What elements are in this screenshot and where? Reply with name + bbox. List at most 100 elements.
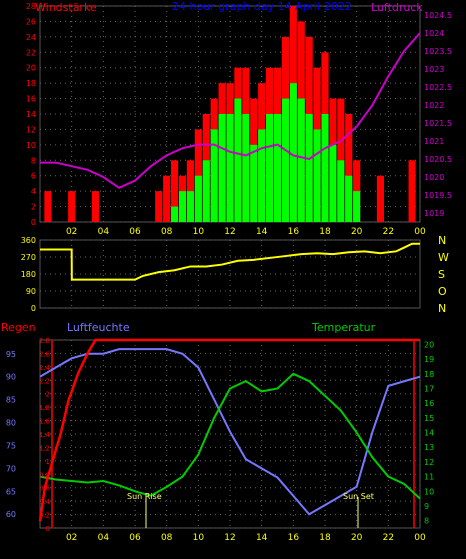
wind-bar: [289, 83, 297, 223]
climate-x-label: 18: [319, 533, 331, 543]
wind-bar: [266, 114, 274, 222]
wind-bar: [353, 191, 361, 222]
rain-tick-label: 2.8: [39, 337, 50, 345]
direction-tick-label: 270: [21, 253, 36, 262]
temperature-tick-label: 19: [424, 355, 434, 364]
wind-x-label: 16: [288, 227, 300, 237]
wind-bar: [226, 114, 234, 222]
direction-tick-label: 0: [31, 304, 36, 313]
temperature-tick-label: 20: [424, 340, 434, 349]
rain-tick-label: 2.4: [39, 364, 51, 372]
wind-bar: [273, 114, 282, 222]
direction-tick-label: 90: [26, 287, 36, 296]
wind-tick-label: 0: [31, 218, 36, 227]
direction-tick-label: 360: [21, 236, 36, 245]
climate-x-label: 04: [98, 533, 110, 543]
wind-x-label: 04: [98, 227, 110, 237]
climate-x-label: 00: [414, 533, 426, 543]
climate-x-label: 08: [161, 533, 173, 543]
rain-tick-label: 2.6: [39, 350, 51, 358]
wind-x-label: 10: [193, 227, 205, 237]
wind-tick-label: 22: [26, 48, 36, 57]
wind-bar: [345, 175, 353, 222]
rain-tick-label: 1.8: [39, 404, 50, 412]
humidity-tick-label: 95: [6, 350, 16, 359]
wind-bar: [281, 98, 289, 222]
temperature-ticks: 8 9 10 11 12 13 14 15 16 17 18 19 20: [424, 340, 434, 525]
wind-tick-label: 28: [26, 2, 36, 11]
compass-letter: N: [438, 234, 446, 247]
rain-tick-label: 1.4: [39, 431, 51, 439]
temperature-tick-label: 10: [424, 487, 434, 496]
wind-bar: [258, 129, 266, 222]
compass-letter: W: [438, 251, 449, 264]
climate-x-label: 12: [224, 533, 235, 543]
pressure-line: [40, 32, 421, 189]
wind-tick-label: 18: [26, 79, 36, 88]
humidity-tick-label: 65: [6, 487, 16, 496]
rain-tick-label: 2: [46, 391, 50, 399]
compass-letter: S: [438, 268, 445, 281]
wind-bar: [250, 144, 258, 222]
temperature-tick-label: 14: [424, 429, 434, 438]
wind-x-label: 08: [161, 227, 173, 237]
pressure-tick-label: 1021: [424, 137, 444, 146]
temperature-tick-label: 9: [424, 502, 429, 511]
wind-tick-label: 26: [26, 17, 36, 26]
sunrise-label: Sun Rise: [127, 492, 162, 501]
wind-x-label: 18: [319, 227, 331, 237]
temperature-tick-label: 17: [424, 384, 434, 393]
climate-x-ticks: 02 04 06 08 10 12 14 16 18 20 22 00: [66, 533, 426, 543]
climate-grid: [40, 339, 421, 529]
pressure-tick-label: 1019: [424, 209, 444, 218]
wind-bar: [305, 114, 313, 222]
pressure-tick-label: 1024.5: [424, 11, 452, 20]
wind-bar: [202, 160, 210, 222]
wind-tick-label: 14: [26, 110, 36, 119]
climate-x-label: 10: [193, 533, 205, 543]
humidity-tick-label: 60: [6, 510, 16, 519]
humidity-tick-label: 85: [6, 396, 16, 405]
wind-tick-label: 16: [26, 95, 36, 104]
wind-bar: [242, 114, 250, 222]
temperature-tick-label: 12: [424, 458, 434, 467]
pressure-tick-label: 1023.5: [424, 47, 452, 56]
gust-bar: [155, 191, 163, 222]
wind-x-label: 02: [66, 227, 77, 237]
pressure-tick-label: 1023: [424, 65, 444, 74]
climate-chart: Sun Rise Sun Set 0 0.2 0.4 0.6 0.8 1 1.2 1.4 1.6…: [1, 321, 434, 543]
wind-bar: [210, 129, 218, 222]
wind-bar: [297, 98, 305, 222]
temperature-tick-label: 18: [424, 370, 434, 379]
rain-tick-label: 0.4: [39, 498, 51, 506]
pressure-tick-label: 1022.5: [424, 83, 452, 92]
humidity-line: [39, 348, 421, 516]
wind-left-label: Windstärke: [35, 1, 97, 14]
humidity-tick-label: 80: [6, 419, 16, 428]
wind-tick-label: 6: [31, 172, 36, 181]
humidity-tick-label: 75: [6, 441, 16, 450]
wind-x-label: 06: [129, 227, 141, 237]
wind-tick-label: 2: [31, 203, 36, 212]
rain-ticks: 0 0.2 0.4 0.6 0.8 1 1.2 1.4 1.6 1.8 2 2.2 2.4 2.6 2.8: [39, 337, 51, 533]
wind-bar: [171, 206, 179, 222]
compass-letter: O: [438, 285, 447, 298]
gust-bar: [408, 160, 416, 222]
wind-tick-label: 12: [26, 125, 36, 134]
gust-bar: [171, 160, 179, 222]
direction-tick-label: 180: [21, 270, 36, 279]
climate-x-label: 02: [66, 533, 77, 543]
pressure-tick-label: 1024: [424, 29, 444, 38]
wind-bar: [234, 98, 242, 222]
wind-bar: [337, 160, 345, 222]
climate-x-label: 06: [129, 533, 141, 543]
direction-ticks: 0 90 180 270 360: [21, 236, 36, 313]
wind-bar: [186, 191, 194, 222]
wind-chart-title: 24 hour graph day 14 April 2022: [172, 0, 352, 13]
temperature-tick-label: 15: [424, 414, 434, 423]
wind-tick-label: 8: [31, 156, 36, 165]
